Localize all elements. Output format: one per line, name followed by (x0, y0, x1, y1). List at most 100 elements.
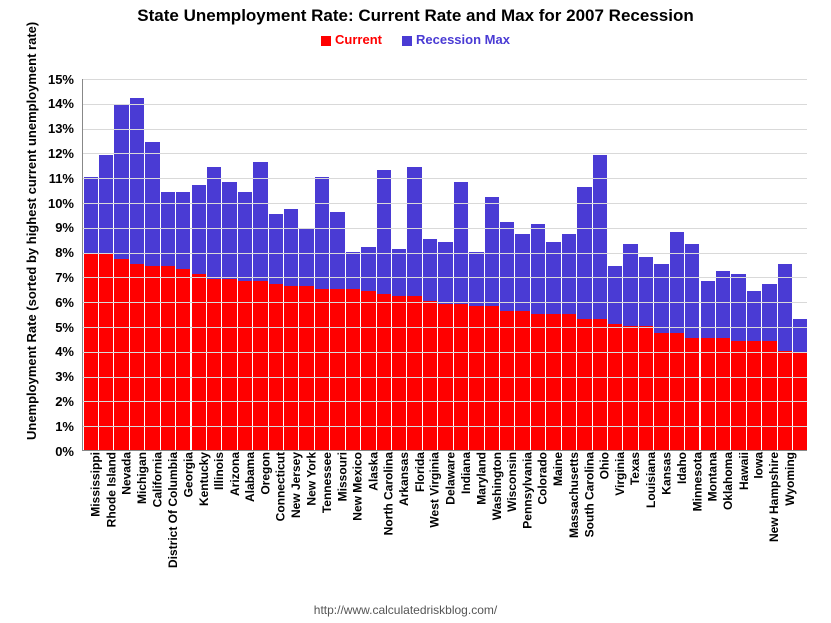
gridline (83, 153, 807, 154)
bar-slot (454, 79, 468, 450)
gridline (83, 253, 807, 254)
bar-current (546, 314, 560, 450)
chart-legend: Current Recession Max (0, 32, 831, 47)
x-tick-label: Colorado (536, 452, 550, 505)
bar-current (114, 259, 128, 450)
legend-item: Current (321, 32, 382, 47)
bar-current (253, 281, 267, 450)
y-tick-label: 5% (0, 320, 74, 335)
gridline (83, 377, 807, 378)
bar-slot (778, 79, 792, 450)
bar-current (762, 341, 776, 450)
bar-current (161, 266, 175, 450)
x-tick-label: Tennessee (320, 452, 334, 513)
x-tick-label: Maine (551, 452, 565, 486)
x-tick-label: Georgia (181, 452, 195, 497)
bar-slot (130, 79, 144, 450)
chart-title: State Unemployment Rate: Current Rate an… (0, 6, 831, 26)
gridline (83, 203, 807, 204)
bar-slot (423, 79, 437, 450)
x-tick-label: Alaska (366, 452, 380, 491)
y-tick-label: 3% (0, 369, 74, 384)
bar-slot (577, 79, 591, 450)
x-tick-label: Iowa (752, 452, 766, 479)
x-tick-label: Louisiana (644, 452, 658, 508)
x-tick-label: Maryland (474, 452, 488, 505)
legend-swatch (321, 36, 331, 46)
bar-slot (145, 79, 159, 450)
y-tick-label: 9% (0, 220, 74, 235)
bar-slot (747, 79, 761, 450)
bar-slot (701, 79, 715, 450)
bar-current (577, 319, 591, 450)
y-tick-label: 13% (0, 121, 74, 136)
bar-slot (670, 79, 684, 450)
bar-slot (269, 79, 283, 450)
bar-current (176, 269, 190, 450)
x-tick-label: Oklahoma (721, 452, 735, 510)
bar-current (207, 279, 221, 450)
x-tick-label: California (150, 452, 164, 507)
bar-slot (546, 79, 560, 450)
x-tick-label: Wyoming (783, 452, 797, 506)
x-tick-label: Montana (706, 452, 720, 501)
plot-area (82, 79, 807, 451)
bar-slot (531, 79, 545, 450)
bar-current (639, 326, 653, 450)
bar-current (222, 279, 236, 450)
bar-slot (762, 79, 776, 450)
bar-slot (222, 79, 236, 450)
legend-label: Current (335, 32, 382, 47)
bar-current (608, 324, 622, 450)
bar-slot (253, 79, 267, 450)
bar-current (701, 338, 715, 450)
x-tick-label: North Carolina (382, 452, 396, 535)
legend-item: Recession Max (402, 32, 510, 47)
y-tick-label: 15% (0, 72, 74, 87)
y-tick-label: 10% (0, 196, 74, 211)
x-tick-label: Alabama (243, 452, 257, 502)
bar-slot (485, 79, 499, 450)
bar-group (83, 79, 807, 450)
bar-current (130, 264, 144, 450)
x-tick-label: Arkansas (397, 452, 411, 506)
x-tick-label: South Carolina (582, 452, 596, 537)
bar-current (238, 281, 252, 450)
x-tick-label: Rhode Island (104, 452, 118, 527)
x-tick-label: Connecticut (274, 452, 288, 521)
bar-current (562, 314, 576, 450)
source-link: http://www.calculatedriskblog.com/ (0, 603, 811, 617)
x-tick-label: New Mexico (351, 452, 365, 521)
x-tick-label: Washington (490, 452, 504, 520)
bar-slot (623, 79, 637, 450)
x-tick-label: Kentucky (197, 452, 211, 506)
x-tick-label: Arizona (228, 452, 242, 496)
bar-slot (238, 79, 252, 450)
bar-current (593, 319, 607, 450)
bar-slot (593, 79, 607, 450)
gridline (83, 352, 807, 353)
x-tick-label: Ohio (598, 452, 612, 479)
bar-slot (639, 79, 653, 450)
bar-slot (392, 79, 406, 450)
bar-slot (608, 79, 622, 450)
bar-slot (377, 79, 391, 450)
x-tick-label: Wisconsin (505, 452, 519, 512)
bar-slot (176, 79, 190, 450)
bar-current (515, 311, 529, 450)
bar-current (685, 338, 699, 450)
x-tick-label: Virginia (613, 452, 627, 496)
x-tick-label: Texas (629, 452, 643, 485)
bar-slot (500, 79, 514, 450)
x-tick-label: Pennsylvania (521, 452, 535, 529)
bar-slot (515, 79, 529, 450)
gridline (83, 178, 807, 179)
y-tick-label: 14% (0, 96, 74, 111)
x-tick-label: Idaho (675, 452, 689, 484)
bar-current (747, 341, 761, 450)
x-tick-label: Delaware (444, 452, 458, 505)
y-tick-label: 0% (0, 444, 74, 459)
bar-current (145, 266, 159, 450)
y-tick-label: 4% (0, 344, 74, 359)
y-tick-label: 12% (0, 146, 74, 161)
